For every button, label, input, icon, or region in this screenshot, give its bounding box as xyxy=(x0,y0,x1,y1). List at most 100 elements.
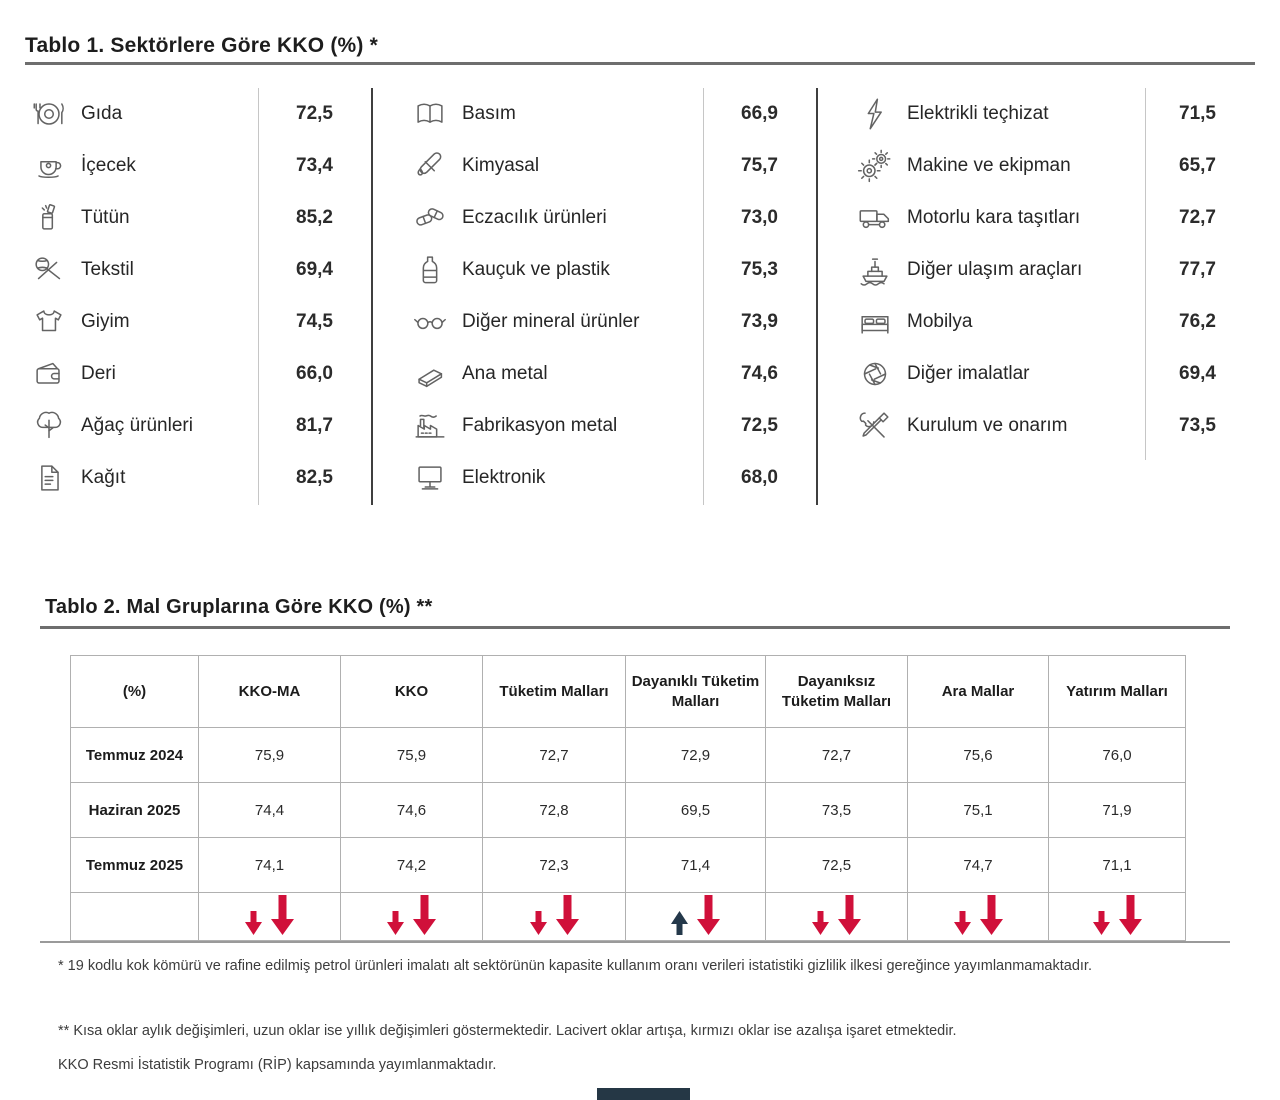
sector-row: Deri 66,0 xyxy=(25,348,371,400)
down-arrow-icon xyxy=(812,910,829,935)
sector-row: Elektronik 68,0 xyxy=(400,452,816,504)
sector-row: Mobilya 76,2 xyxy=(845,296,1250,348)
down-arrow-icon xyxy=(245,910,262,935)
tablo1-column-2: Basım 66,9 Kimyasal 75,7 Eczacılık ürünl… xyxy=(400,88,816,504)
sector-label: Giyim xyxy=(81,311,130,332)
sector-value: 66,0 xyxy=(296,363,333,384)
sector-value: 69,4 xyxy=(1179,363,1216,384)
up-arrow-icon xyxy=(671,910,688,935)
value-cell: 69,5 xyxy=(625,782,766,838)
sector-value: 73,9 xyxy=(741,311,778,332)
sector-row: Kurulum ve onarım 73,5 xyxy=(845,400,1250,452)
tablo1-title: Tablo 1. Sektörlere Göre KKO (%) * xyxy=(25,34,378,57)
sector-row: Basım 66,9 xyxy=(400,88,816,140)
open-book-icon xyxy=(408,95,452,133)
change-arrows-cell xyxy=(1048,892,1186,941)
change-arrows-cell xyxy=(625,892,766,941)
sector-row: Kimyasal 75,7 xyxy=(400,140,816,192)
tobacco-lighter-icon xyxy=(27,199,71,237)
tablo2-title: Tablo 2. Mal Gruplarına Göre KKO (%) ** xyxy=(45,596,433,618)
down-arrow-icon xyxy=(1092,910,1110,935)
sector-value: 77,7 xyxy=(1179,259,1216,280)
sector-row: Makine ve ekipman 65,7 xyxy=(845,140,1250,192)
beverage-cup-icon xyxy=(27,147,71,185)
footnote-3: KKO Resmi İstatistik Programı (RİP) kaps… xyxy=(58,1057,497,1073)
down-arrow-icon xyxy=(529,910,547,935)
sector-row: Diğer ulaşım araçları 77,7 xyxy=(845,244,1250,296)
bottom-crop-bar xyxy=(597,1088,690,1100)
sector-value: 68,0 xyxy=(741,467,778,488)
value-cell: 74,6 xyxy=(340,782,483,838)
tablo1-title-rule xyxy=(25,62,1255,65)
sector-value: 81,7 xyxy=(296,415,333,436)
sector-value: 85,2 xyxy=(296,207,333,228)
value-cell: 72,7 xyxy=(765,727,908,783)
lightning-bolt-icon xyxy=(853,95,897,133)
tablo1-value-divider-1 xyxy=(258,88,259,505)
sector-label: Kimyasal xyxy=(462,155,540,176)
sector-row: İçecek 73,4 xyxy=(25,140,371,192)
down-arrow-icon xyxy=(413,894,436,935)
wood-tree-icon xyxy=(27,407,71,445)
down-arrow-icon xyxy=(697,894,720,935)
row-label: Temmuz 2024 xyxy=(70,727,199,783)
row-label: Haziran 2025 xyxy=(70,782,199,838)
sector-label: Makine ve ekipman xyxy=(907,155,1071,176)
sector-label: Kurulum ve onarım xyxy=(907,415,1068,436)
value-cell: 75,1 xyxy=(907,782,1049,838)
leather-wallet-icon xyxy=(27,355,71,393)
repair-tools-icon xyxy=(853,407,897,445)
col-header: Ara Mallar xyxy=(907,655,1049,728)
sector-label: Diğer mineral ürünler xyxy=(462,311,640,332)
change-arrows-cell xyxy=(765,892,908,941)
sector-label: Gıda xyxy=(81,103,123,124)
tablo1-column-3: Elektrikli teçhizat 71,5 Makine ve ekipm… xyxy=(845,88,1250,452)
value-cell: 72,3 xyxy=(482,837,626,893)
change-arrows-cell xyxy=(907,892,1049,941)
value-cell: 71,4 xyxy=(625,837,766,893)
sector-value: 66,9 xyxy=(741,103,778,124)
tablo1-column-divider-2 xyxy=(816,88,818,505)
row-label: Temmuz 2025 xyxy=(70,837,199,893)
sector-label: Tekstil xyxy=(81,259,134,280)
table-row: Haziran 2025 74,4 74,6 72,8 69,5 73,5 75… xyxy=(70,782,1186,838)
sector-row: Kağıt 82,5 xyxy=(25,452,371,504)
factory-icon xyxy=(408,407,452,445)
chemical-tube-icon xyxy=(408,147,452,185)
col-header: Dayanıklı Tüketim Malları xyxy=(625,655,766,728)
sector-label: Ana metal xyxy=(462,363,548,384)
sector-value: 71,5 xyxy=(1179,103,1216,124)
sector-label: Elektrikli teçhizat xyxy=(907,103,1049,124)
sector-row: Motorlu kara taşıtları 72,7 xyxy=(845,192,1250,244)
change-arrows-cell xyxy=(340,892,483,941)
sector-value: 73,0 xyxy=(741,207,778,228)
down-arrow-icon xyxy=(838,894,861,935)
change-arrows-cell xyxy=(198,892,341,941)
sector-label: Fabrikasyon metal xyxy=(462,415,618,436)
sector-label: Motorlu kara taşıtları xyxy=(907,207,1081,228)
metal-beam-icon xyxy=(408,355,452,393)
sector-label: Diğer ulaşım araçları xyxy=(907,259,1083,280)
pharma-pills-icon xyxy=(408,199,452,237)
value-cell: 74,2 xyxy=(340,837,483,893)
sector-value: 69,4 xyxy=(296,259,333,280)
sector-value: 74,6 xyxy=(741,363,778,384)
tablo1-column-divider-1 xyxy=(371,88,373,505)
value-cell: 76,0 xyxy=(1048,727,1186,783)
paper-document-icon xyxy=(27,459,71,497)
value-cell: 73,5 xyxy=(765,782,908,838)
sector-row: Fabrikasyon metal 72,5 xyxy=(400,400,816,452)
sector-value: 76,2 xyxy=(1179,311,1216,332)
tablo1-value-divider-2 xyxy=(703,88,704,505)
sector-label: Diğer imalatlar xyxy=(907,363,1030,384)
value-cell: 74,1 xyxy=(198,837,341,893)
food-plate-icon xyxy=(27,95,71,133)
value-cell: 74,7 xyxy=(907,837,1049,893)
down-arrow-icon xyxy=(979,894,1003,935)
col-header: Dayanıksız Tüketim Malları xyxy=(765,655,908,728)
down-arrow-icon xyxy=(1118,894,1142,935)
value-cell: 74,4 xyxy=(198,782,341,838)
sector-value: 75,3 xyxy=(741,259,778,280)
sector-value: 72,7 xyxy=(1179,207,1216,228)
